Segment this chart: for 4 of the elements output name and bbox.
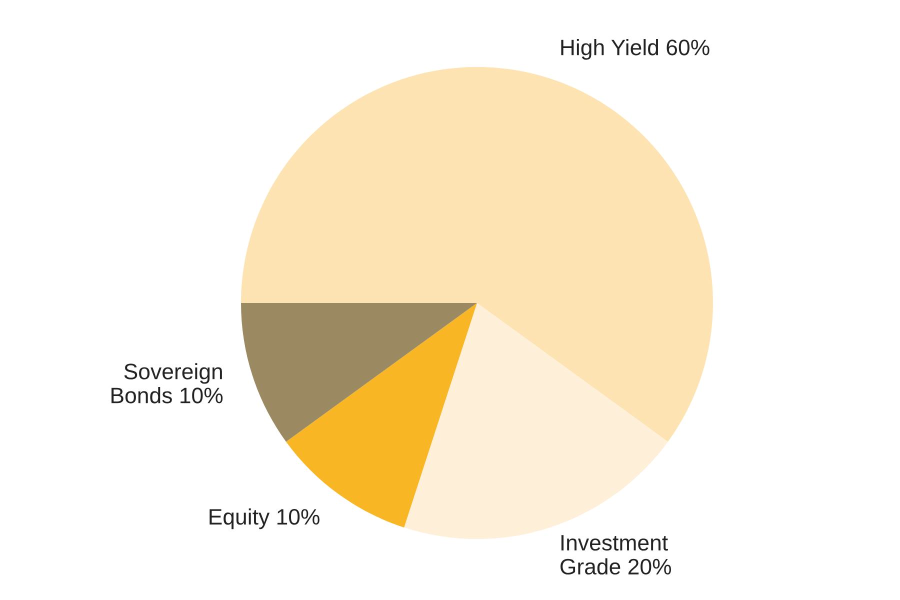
slice-label: Equity 10%: [210, 508, 320, 530]
slice-label: Investment Grade 20%: [560, 535, 672, 575]
slice-label: Sovereign Bonds 10%: [112, 363, 223, 404]
slice-label: High Yield 60%: [561, 39, 710, 60]
